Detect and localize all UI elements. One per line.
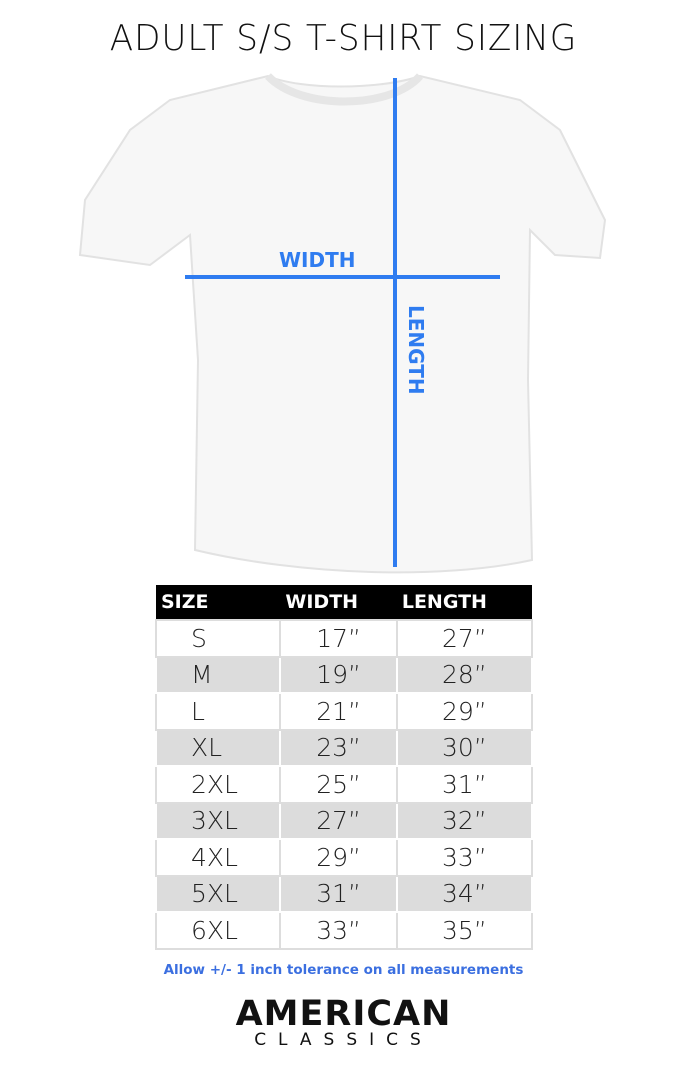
table-row: 2XL 25” 31” bbox=[154, 765, 534, 804]
table-header: SIZE WIDTH LENGTH bbox=[156, 585, 532, 620]
cell-length: 34” bbox=[395, 874, 534, 913]
table-row: 3XL 27” 32” bbox=[154, 801, 534, 840]
brand-logo-american: AMERICAN bbox=[235, 994, 452, 1034]
cell-size: XL bbox=[154, 728, 282, 767]
cell-size: 2XL bbox=[154, 765, 282, 804]
width-label: WIDTH bbox=[279, 248, 356, 272]
cell-width: 25” bbox=[279, 765, 398, 804]
header-length: LENGTH bbox=[396, 585, 532, 620]
cell-width: 29” bbox=[279, 838, 398, 877]
length-label: LENGTH bbox=[404, 305, 428, 395]
cell-width: 27” bbox=[279, 801, 398, 840]
cell-size: 4XL bbox=[154, 838, 282, 877]
cell-size: 6XL bbox=[154, 911, 282, 950]
tolerance-note: Allow +/- 1 inch tolerance on all measur… bbox=[163, 962, 524, 978]
page-title: ADULT S/S T-SHIRT SIZING bbox=[109, 18, 578, 59]
cell-size: L bbox=[154, 692, 282, 731]
cell-length: 27” bbox=[395, 619, 534, 658]
cell-width: 33” bbox=[279, 911, 398, 950]
cell-size: S bbox=[154, 619, 282, 658]
cell-size: 3XL bbox=[154, 801, 282, 840]
cell-width: 23” bbox=[279, 728, 398, 767]
tshirt-shape bbox=[78, 74, 607, 574]
brand-logo-classics: CLASSICS bbox=[254, 1030, 433, 1050]
collar bbox=[265, 73, 423, 106]
table-row: S 17” 27” bbox=[154, 619, 534, 658]
tshirt-diagram bbox=[78, 73, 607, 574]
table-row: 6XL 33” 35” bbox=[154, 911, 534, 950]
table-row: M 19” 28” bbox=[154, 655, 534, 694]
cell-length: 29” bbox=[395, 692, 534, 731]
cell-length: 35” bbox=[395, 911, 534, 950]
cell-length: 30” bbox=[395, 728, 534, 767]
cell-length: 31” bbox=[395, 765, 534, 804]
table-row: XL 23” 30” bbox=[154, 728, 534, 767]
table-row: 4XL 29” 33” bbox=[154, 838, 534, 877]
size-table: SIZE WIDTH LENGTH S 17” 27” M 19” 28” L 21” 29” X… bbox=[154, 585, 534, 950]
cell-width: 19” bbox=[279, 655, 398, 694]
cell-length: 28” bbox=[395, 655, 534, 694]
cell-size: 5XL bbox=[154, 874, 282, 913]
cell-width: 31” bbox=[279, 874, 398, 913]
cell-length: 33” bbox=[395, 838, 534, 877]
table-row: 5XL 31” 34” bbox=[154, 874, 534, 913]
header-width: WIDTH bbox=[280, 585, 397, 620]
cell-length: 32” bbox=[395, 801, 534, 840]
header-size: SIZE bbox=[156, 585, 281, 620]
cell-width: 21” bbox=[279, 692, 398, 731]
table-row: L 21” 29” bbox=[154, 692, 534, 731]
cell-size: M bbox=[154, 655, 282, 694]
cell-width: 17” bbox=[279, 619, 398, 658]
